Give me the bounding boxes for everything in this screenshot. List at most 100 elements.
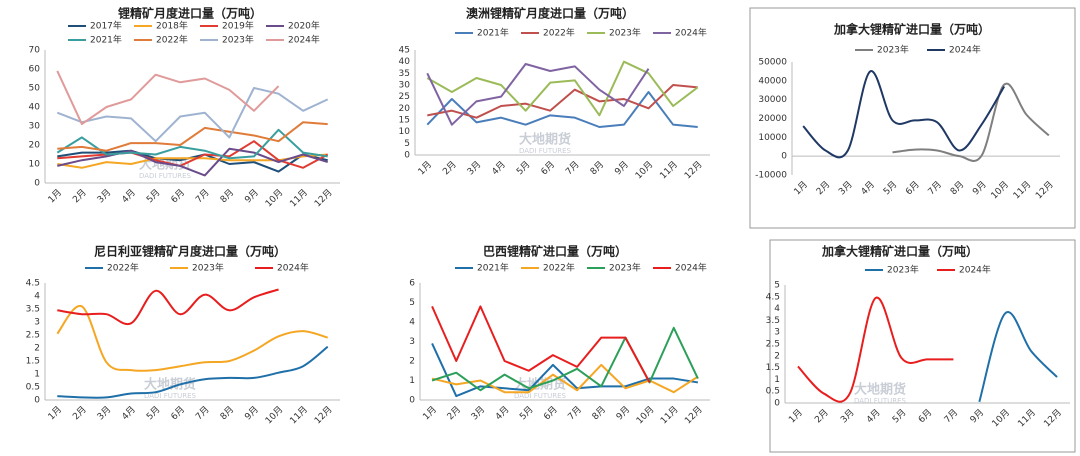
y-tick-label: 4.5 (26, 279, 40, 289)
series-line (57, 345, 329, 399)
series-line (978, 311, 1058, 403)
chart-title: 澳洲锂精矿月度进口量（万吨） (466, 6, 634, 21)
series-line (57, 288, 279, 326)
y-tick-label: 3 (774, 328, 780, 338)
x-tick-label: 7月 (193, 187, 211, 205)
series-line (57, 121, 328, 152)
watermark: DADI FUTURES (144, 392, 197, 400)
x-tick-label: 10月 (990, 407, 1012, 429)
y-tick-label: 50000 (758, 58, 787, 68)
chart-title: 加拿大锂精矿进口量（万吨） (833, 22, 990, 37)
x-tick-label: 5月 (881, 179, 899, 197)
x-tick-label: 4月 (493, 404, 511, 422)
x-tick-label: 11月 (288, 187, 310, 209)
y-tick-label: 0 (34, 396, 40, 406)
x-tick-label: 7月 (563, 159, 581, 177)
legend-label: 2023年 (609, 27, 641, 39)
x-tick-label: 2月 (813, 407, 831, 425)
series-line (57, 153, 328, 169)
series-line (802, 70, 1006, 159)
x-tick-label: 6月 (169, 404, 187, 422)
x-tick-label: 9月 (971, 179, 989, 197)
series-line (427, 84, 698, 119)
x-tick-label: 6月 (916, 407, 934, 425)
series-line (426, 63, 650, 126)
x-tick-label: 3月 (838, 407, 856, 425)
y-tick-label: 1 (34, 370, 40, 380)
legend-label: 2022年 (156, 34, 188, 46)
series-line (56, 87, 329, 143)
y-tick-label: 2.5 (766, 340, 780, 350)
y-tick-label: 35 (399, 69, 410, 79)
x-tick-label: 3月 (837, 179, 855, 197)
y-tick-label: 1 (409, 376, 415, 386)
x-tick-label: 8月 (948, 179, 966, 197)
legend-label: 2022年 (543, 262, 575, 274)
watermark: 大地期货 (519, 132, 571, 148)
y-tick-label: 70 (29, 46, 41, 56)
x-tick-label: 10月 (263, 404, 285, 426)
y-tick-label: 25 (399, 92, 410, 102)
x-tick-label: 10月 (263, 187, 285, 209)
x-tick-label: 6月 (542, 404, 560, 422)
y-tick-label: 15 (399, 116, 410, 126)
y-tick-label: 0.5 (26, 383, 40, 393)
x-tick-label: 1月 (421, 404, 439, 422)
x-tick-label: 9月 (613, 159, 631, 177)
x-tick-label: 12月 (683, 404, 705, 426)
series-line (797, 296, 954, 403)
y-tick-label: 2 (34, 344, 40, 354)
x-tick-label: 2月 (814, 179, 832, 197)
series-line (57, 147, 329, 177)
y-tick-label: 30 (29, 122, 41, 132)
x-tick-label: 3月 (465, 159, 483, 177)
x-tick-label: 4月 (859, 179, 877, 197)
x-tick-label: 7月 (193, 404, 211, 422)
x-tick-label: 2月 (445, 404, 463, 422)
y-tick-label: 40 (29, 103, 41, 113)
x-tick-label: 11月 (288, 404, 310, 426)
y-tick-label: 20 (399, 104, 411, 114)
y-tick-label: -10000 (755, 171, 787, 181)
chart-frame (749, 7, 1076, 229)
chart-panel: 加拿大锂精矿进口量（万吨） -10000 0 10000 20000 30000 40000… (749, 7, 1076, 229)
x-tick-label: 11月 (658, 404, 680, 426)
x-tick-label: 3月 (469, 404, 487, 422)
y-tick-label: 10 (399, 127, 411, 137)
y-tick-label: 3 (34, 318, 40, 328)
chart-title: 加拿大锂精矿进口量（万吨） (821, 244, 978, 259)
x-tick-label: 1月 (787, 407, 805, 425)
x-tick-label: 4月 (120, 404, 138, 422)
x-tick-label: 10月 (633, 159, 655, 181)
series-line (426, 60, 699, 117)
legend-label: 2022年 (543, 27, 575, 39)
x-tick-label: 2月 (441, 159, 459, 177)
x-tick-label: 2月 (71, 187, 89, 205)
x-tick-label: 11月 (658, 159, 680, 181)
legend-label: 2024年 (959, 264, 991, 276)
y-tick-label: 0.5 (766, 387, 780, 397)
x-tick-label: 8月 (590, 404, 608, 422)
y-tick-label: 5 (404, 139, 410, 149)
y-tick-label: 2 (409, 357, 415, 367)
x-tick-label: 7月 (926, 179, 944, 197)
x-tick-label: 8月 (218, 187, 236, 205)
series-line (56, 70, 280, 126)
y-tick-label: 0 (409, 396, 415, 406)
legend-label: 2022年 (107, 262, 139, 274)
chart-title: 锂精矿月度进口量（万吨） (118, 6, 262, 21)
legend-label: 2024年 (675, 27, 707, 39)
x-tick-label: 4月 (120, 187, 138, 205)
x-tick-label: 1月 (46, 404, 64, 422)
legend-label: 2023年 (887, 264, 919, 276)
y-tick-label: 1.5 (766, 363, 780, 373)
x-tick-label: 8月 (218, 404, 236, 422)
x-tick-label: 8月 (588, 159, 606, 177)
series-line (892, 82, 1050, 162)
y-tick-label: 0 (34, 179, 40, 189)
legend-label: 2024年 (277, 262, 309, 274)
x-tick-label: 11月 (1016, 407, 1038, 429)
